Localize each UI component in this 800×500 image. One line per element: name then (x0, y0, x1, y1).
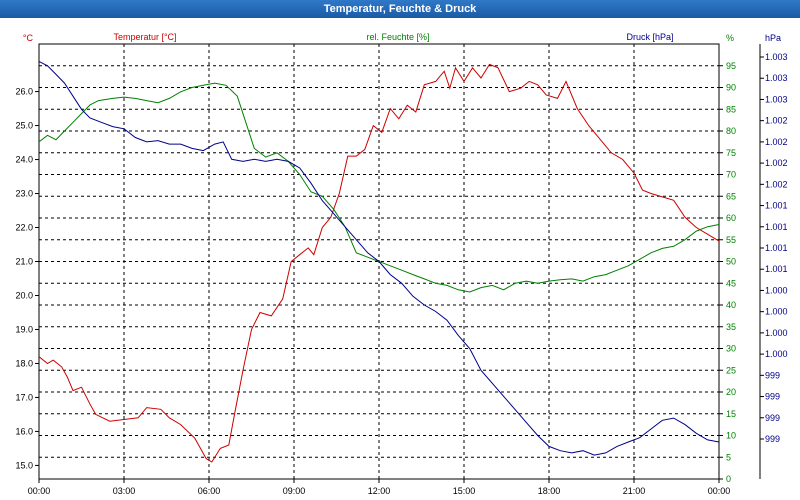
x-tick-label-time: 18:00 (538, 486, 561, 496)
temperature-tick-label: 15.0 (15, 460, 33, 470)
x-tick-label-time: 06:00 (198, 486, 221, 496)
x-tick-label-time: 15:00 (453, 486, 476, 496)
temperature-tick-label: 18.0 (15, 358, 33, 368)
chart-canvas: 00:0018.07.2003:0018.07.2006:0018.07.200… (15, 32, 788, 496)
temperature-tick-label: 20.0 (15, 290, 33, 300)
humidity-tick-label: 45 (726, 278, 736, 288)
pressure-tick-label: 999 (765, 370, 780, 380)
humidity-tick-label: 90 (726, 83, 736, 93)
temperature-tick-label: 19.0 (15, 324, 33, 334)
pressure-tick-label: 1.000 (765, 285, 788, 295)
pressure-tick-label: 999 (765, 413, 780, 423)
humidity-tick-label: 10 (726, 431, 736, 441)
temperature-tick-label: 26.0 (15, 87, 33, 97)
temperature-line (38, 63, 720, 463)
pressure-unit: hPa (765, 33, 781, 43)
temperature-tick-label: 24.0 (15, 155, 33, 165)
humidity-tick-label: 30 (726, 344, 736, 354)
x-tick-label-time: 00:00 (28, 486, 51, 496)
pressure-tick-label: 1.003 (765, 52, 788, 62)
x-tick-label-time: 03:00 (113, 486, 136, 496)
pressure-tick-label: 1.003 (765, 73, 788, 83)
pressure-tick-label: 1.000 (765, 307, 788, 317)
pressure-tick-label: 1.001 (765, 222, 788, 232)
temperature-unit: °C (23, 33, 34, 43)
humidity-tick-label: 50 (726, 257, 736, 267)
humidity-tick-label: 55 (726, 235, 736, 245)
pressure-tick-label: 999 (765, 434, 780, 444)
humidity-tick-label: 5 (726, 452, 731, 462)
pressure-tick-label: 1.002 (765, 137, 788, 147)
temperature-tick-label: 23.0 (15, 189, 33, 199)
temperature-tick-label: 25.0 (15, 121, 33, 131)
temperature-tick-label: 16.0 (15, 426, 33, 436)
pressure-tick-label: 999 (765, 392, 780, 402)
temperature-tick-label: 22.0 (15, 223, 33, 233)
pressure-tick-label: 1.003 (765, 94, 788, 104)
axis-labels: 00:0018.07.2003:0018.07.2006:0018.07.200… (15, 32, 788, 496)
humidity-tick-label: 65 (726, 191, 736, 201)
pressure-tick-label: 1.001 (765, 264, 788, 274)
pressure-tick-label: 1.002 (765, 116, 788, 126)
temperature-tick-label: 17.0 (15, 392, 33, 402)
humidity-tick-label: 75 (726, 148, 736, 158)
humidity-tick-label: 70 (726, 170, 736, 180)
x-tick-label-time: 00:00 (708, 486, 731, 496)
pressure-tick-label: 1.000 (765, 349, 788, 359)
x-tick-label-time: 12:00 (368, 486, 391, 496)
x-tick-label-time: 21:00 (623, 486, 646, 496)
chart-window-title: Temperatur, Feuchte & Druck (0, 0, 800, 18)
humidity-tick-label: 95 (726, 61, 736, 71)
humidity-tick-label: 0 (726, 474, 731, 484)
humidity-tick-label: 35 (726, 322, 736, 332)
humidity-tick-label: 80 (726, 126, 736, 136)
series-label: Druck [hPa] (626, 32, 673, 42)
series-label: rel. Feuchte [%] (366, 32, 429, 42)
pressure-tick-label: 1.001 (765, 243, 788, 253)
pressure-tick-label: 1.002 (765, 179, 788, 189)
pressure-line (38, 60, 720, 456)
pressure-tick-label: 1.000 (765, 328, 788, 338)
humidity-tick-label: 15 (726, 409, 736, 419)
humidity-tick-label: 60 (726, 213, 736, 223)
humidity-tick-label: 85 (726, 104, 736, 114)
series-group (38, 60, 720, 463)
humidity-tick-label: 20 (726, 387, 736, 397)
pressure-tick-label: 1.002 (765, 158, 788, 168)
temperature-tick-label: 21.0 (15, 257, 33, 267)
grid (35, 44, 764, 483)
humidity-unit: % (726, 33, 734, 43)
humidity-tick-label: 40 (726, 300, 736, 310)
pressure-tick-label: 1.001 (765, 201, 788, 211)
humidity-line (38, 82, 720, 293)
x-tick-label-time: 09:00 (283, 486, 306, 496)
series-label: Temperatur [°C] (113, 32, 176, 42)
humidity-tick-label: 25 (726, 365, 736, 375)
